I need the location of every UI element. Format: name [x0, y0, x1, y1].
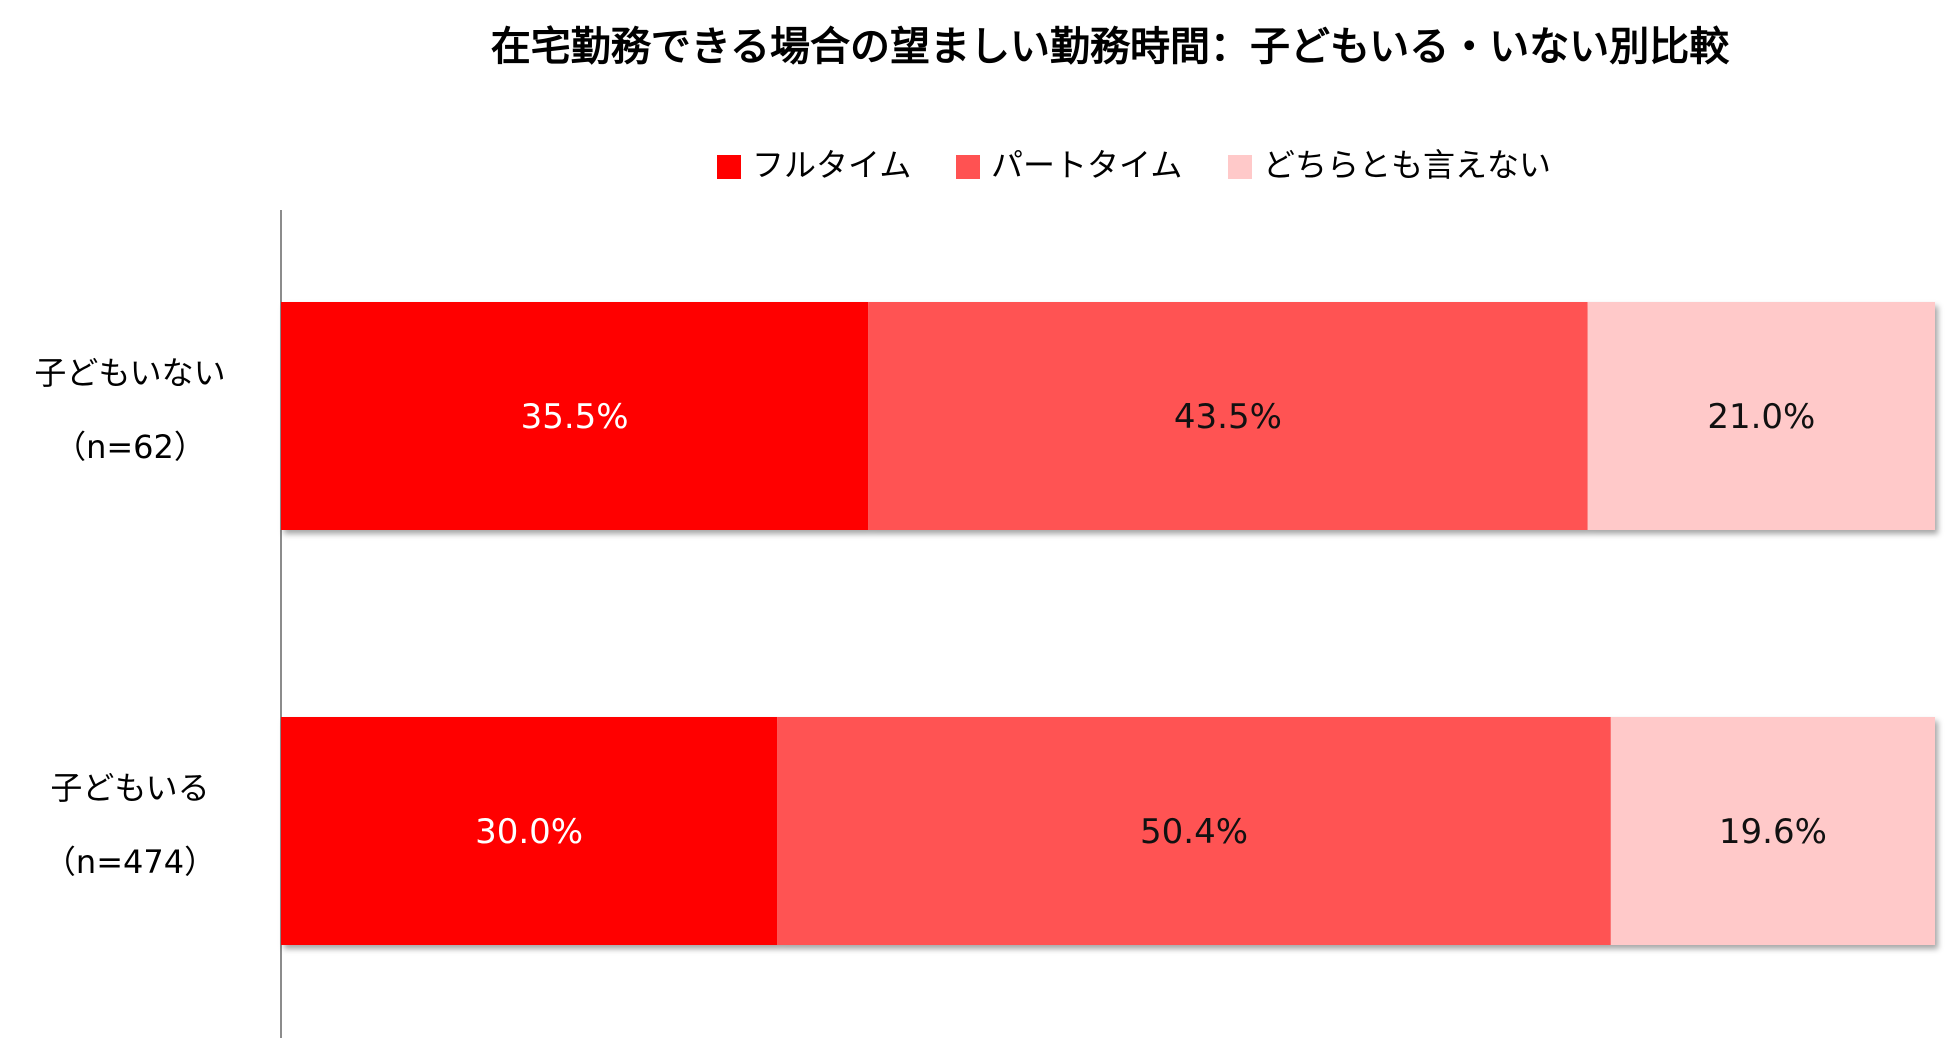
bars: 35.5% 43.5% 21.0% 30.0% 50.4% 19.6% [281, 302, 1935, 945]
category-n-label: （n=474） [44, 843, 216, 881]
category-labels: 子どもいない （n=62） 子どもいる （n=474） [34, 354, 225, 881]
category-label: 子どもいない [34, 354, 225, 392]
legend-swatch [717, 155, 741, 179]
legend-label: どちらとも言えない [1263, 146, 1551, 184]
bar-segment [1587, 302, 1935, 530]
bar-segment [777, 717, 1611, 945]
chart-title: 在宅勤務できる場合の望ましい勤務時間：子どもいる・いない別比較 [491, 24, 1730, 70]
category-n-label: （n=62） [54, 428, 206, 466]
bar-value-label: 43.5% [1174, 397, 1282, 437]
bar-value-label: 35.5% [521, 397, 629, 437]
bar-value-label: 30.0% [475, 812, 583, 852]
legend: フルタイム パートタイム どちらとも言えない [717, 146, 1551, 184]
category-label: 子どもいる [50, 769, 209, 807]
legend-swatch [1228, 155, 1252, 179]
bar-value-label: 50.4% [1140, 812, 1248, 852]
bar-segment [1610, 717, 1935, 945]
legend-label: パートタイム [991, 146, 1182, 184]
bar-row [281, 717, 1935, 945]
bar-value-label: 21.0% [1707, 397, 1815, 437]
bar-segment [281, 302, 869, 530]
bar-value-label: 19.6% [1719, 812, 1827, 852]
legend-swatch [956, 155, 980, 179]
bar-segment [281, 717, 778, 945]
legend-label: フルタイム [752, 146, 911, 184]
bar-row [281, 302, 1935, 530]
bar-segment [868, 302, 1588, 530]
